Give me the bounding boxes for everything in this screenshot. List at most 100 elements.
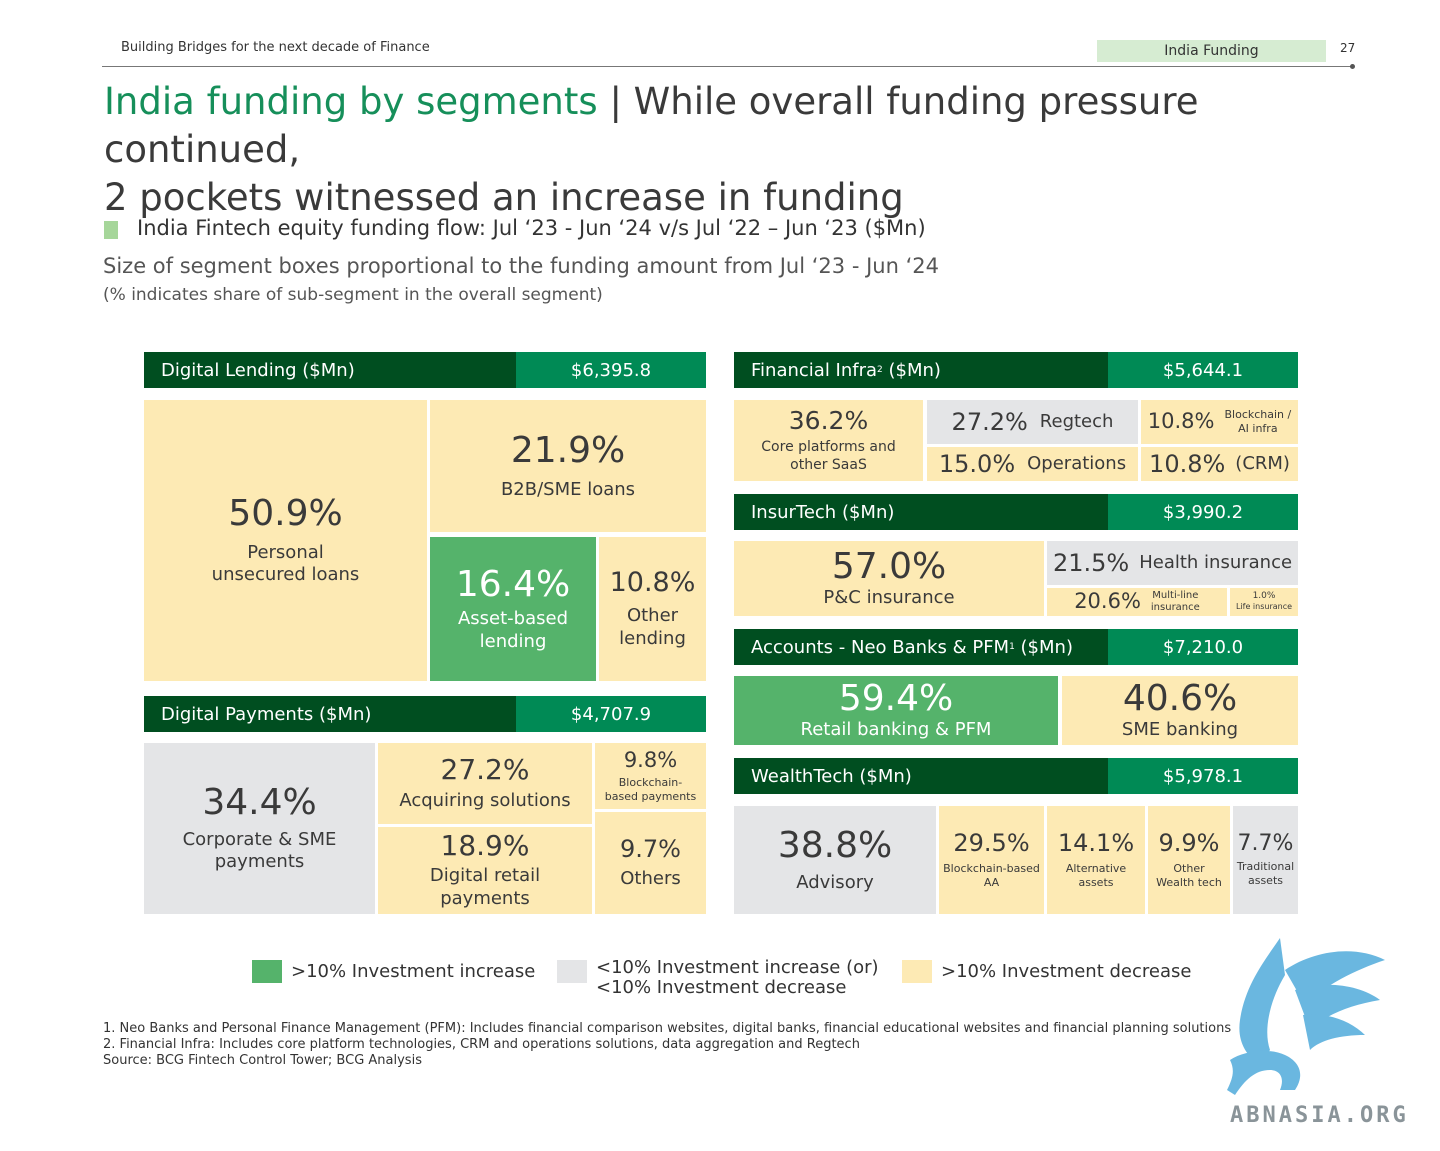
watermark: ABNASIA.ORG (1230, 1103, 1409, 1128)
tile-pct: 10.8% (609, 566, 696, 598)
footnote-2: 2. Financial Infra: Includes core platfo… (103, 1037, 860, 1052)
tile-label: unsecured loans (211, 564, 360, 586)
tile-personal-unsecured-loans: 50.9% Personal unsecured loans (144, 400, 427, 681)
griffin-logo-icon (1227, 938, 1385, 1095)
segment-name: WealthTech ($Mn) (734, 758, 1108, 794)
tile-advisory: 38.8% Advisory (734, 806, 936, 914)
header-divider (102, 66, 1353, 67)
tile-pct: 1.0% (1252, 591, 1276, 602)
tile-pct: 16.4% (455, 563, 571, 605)
financial-infra-header: Financial Infra 2 ($Mn) $5,644.1 (734, 352, 1298, 388)
digital-lending-header: Digital Lending ($Mn) $6,395.8 (144, 352, 706, 388)
subtitle-line2: Size of segment boxes proportional to th… (103, 254, 939, 278)
insurtech-header: InsurTech ($Mn) $3,990.2 (734, 494, 1298, 530)
legend-neutral-line2: <10% Investment decrease (596, 977, 847, 998)
tile-acquiring-solutions: 27.2% Acquiring solutions (378, 743, 592, 824)
tile-label: Digital retail (429, 865, 541, 887)
segment-amount: $4,707.9 (516, 696, 706, 732)
segment-name-suffix: ($Mn) (1014, 636, 1073, 658)
segment-amount: $6,395.8 (516, 352, 706, 388)
tile-pct: 21.5% (1052, 548, 1130, 577)
tile-label: P&C insurance (823, 587, 955, 609)
tile-others-payments: 9.7% Others (595, 812, 706, 914)
title-green-part: India funding by segments (104, 80, 598, 123)
tile-pct: 36.2% (788, 405, 869, 435)
subtitle-bullet (104, 221, 118, 239)
tile-pct: 9.7% (620, 834, 681, 863)
tile-crm: 10.8% (CRM) (1141, 447, 1298, 481)
tile-label: AI infra (1238, 422, 1278, 435)
footnotes: 1. Neo Banks and Personal Finance Manage… (103, 1021, 1231, 1069)
tile-digital-retail-payments: 18.9% Digital retail payments (378, 827, 592, 914)
tile-label: Blockchain-based (943, 862, 1040, 876)
header-left-text: Building Bridges for the next decade of … (121, 40, 430, 55)
tile-label: assets (1247, 874, 1283, 888)
tile-label: Blockchain / (1224, 408, 1292, 422)
tile-label: Multi-line (1152, 589, 1199, 601)
tile-label: Operations (1027, 452, 1127, 474)
tile-pct: 40.6% (1122, 678, 1238, 720)
tile-label: Core platforms and (761, 439, 896, 456)
header-tag: India Funding (1097, 40, 1326, 62)
header-divider-dot (1350, 64, 1355, 69)
tile-label: (CRM) (1235, 452, 1290, 474)
footnote-1: 1. Neo Banks and Personal Finance Manage… (103, 1021, 1232, 1036)
tile-blockchain-based-aa: 29.5% Blockchain-based AA (939, 806, 1044, 914)
subtitle-line1: India Fintech equity funding flow: Jul ‘… (137, 216, 926, 240)
tile-corporate-sme-payments: 34.4% Corporate & SME payments (144, 743, 375, 914)
segment-amount: $3,990.2 (1108, 494, 1298, 530)
legend-swatch-neutral (557, 960, 587, 983)
tile-sme-banking: 40.6% SME banking (1062, 676, 1298, 745)
tile-blockchain-ai-infra: 10.8% Blockchain / AI infra (1141, 400, 1298, 444)
tile-label: Others (620, 867, 681, 889)
segment-name: Financial Infra 2 ($Mn) (734, 352, 1108, 388)
segment-name: InsurTech ($Mn) (734, 494, 1108, 530)
tile-pct: 29.5% (953, 829, 1030, 858)
segment-name: Accounts - Neo Banks & PFM 1 ($Mn) (734, 629, 1108, 665)
tile-label: Alternative (1065, 862, 1127, 876)
segment-amount: $5,978.1 (1108, 758, 1298, 794)
segment-name-text: Financial Infra (751, 359, 878, 381)
segment-name-suffix: ($Mn) (882, 359, 941, 381)
legend-label-decrease: >10% Investment decrease (941, 961, 1192, 982)
legend-swatch-increase (252, 960, 282, 983)
tile-label: insurance (1150, 602, 1200, 613)
tile-label: Other (626, 605, 679, 627)
tile-pct: 20.6% (1074, 589, 1141, 614)
tile-pct: 27.2% (951, 407, 1028, 436)
tile-asset-based-lending: 16.4% Asset-based lending (430, 537, 596, 681)
tile-label: Traditional (1236, 860, 1295, 874)
legend-label-neutral: <10% Investment increase (or) <10% Inves… (596, 958, 879, 998)
tile-retail-banking-pfm: 59.4% Retail banking & PFM (734, 676, 1058, 745)
tile-b2b-sme-loans: 21.9% B2B/SME loans (430, 400, 706, 532)
title-separator: | (609, 80, 622, 123)
title-rest-line2: 2 pockets witnessed an increase in fundi… (104, 176, 904, 219)
tile-multi-line-insurance: 20.6% Multi-line insurance (1047, 588, 1227, 616)
segment-name: Digital Payments ($Mn) (144, 696, 516, 732)
tile-health-insurance: 21.5% Health insurance (1047, 541, 1298, 585)
subtitle-line3: (% indicates share of sub-segment in the… (103, 285, 603, 305)
tile-label: Wealth tech (1156, 876, 1222, 890)
tile-pct: 38.8% (777, 824, 893, 866)
tile-label: Life insurance (1235, 601, 1293, 611)
accounts-header: Accounts - Neo Banks & PFM 1 ($Mn) $7,210… (734, 629, 1298, 665)
tile-pct: 34.4% (202, 782, 317, 824)
tile-other-lending: 10.8% Other lending (599, 537, 706, 681)
tile-label: Asset-based (457, 608, 569, 630)
footnote-marker: 2 (877, 365, 883, 375)
tile-label: lending (619, 627, 686, 649)
tile-pct: 18.9% (440, 828, 530, 862)
tile-label: Health insurance (1139, 551, 1293, 573)
legend-label-increase: >10% Investment increase (291, 961, 536, 982)
tile-label: Blockchain- (618, 775, 683, 789)
tile-pct: 27.2% (440, 752, 530, 786)
tile-pct: 15.0% (938, 449, 1016, 478)
page-number: 27 (1340, 41, 1356, 55)
segment-name: Digital Lending ($Mn) (144, 352, 516, 388)
tile-label: Corporate & SME (182, 828, 337, 850)
tile-label: Other (1173, 862, 1205, 876)
legend-swatch-decrease (902, 960, 932, 983)
tile-label: Retail banking & PFM (800, 719, 992, 741)
tile-pct: 50.9% (228, 493, 343, 535)
tile-label: payments (440, 887, 530, 909)
